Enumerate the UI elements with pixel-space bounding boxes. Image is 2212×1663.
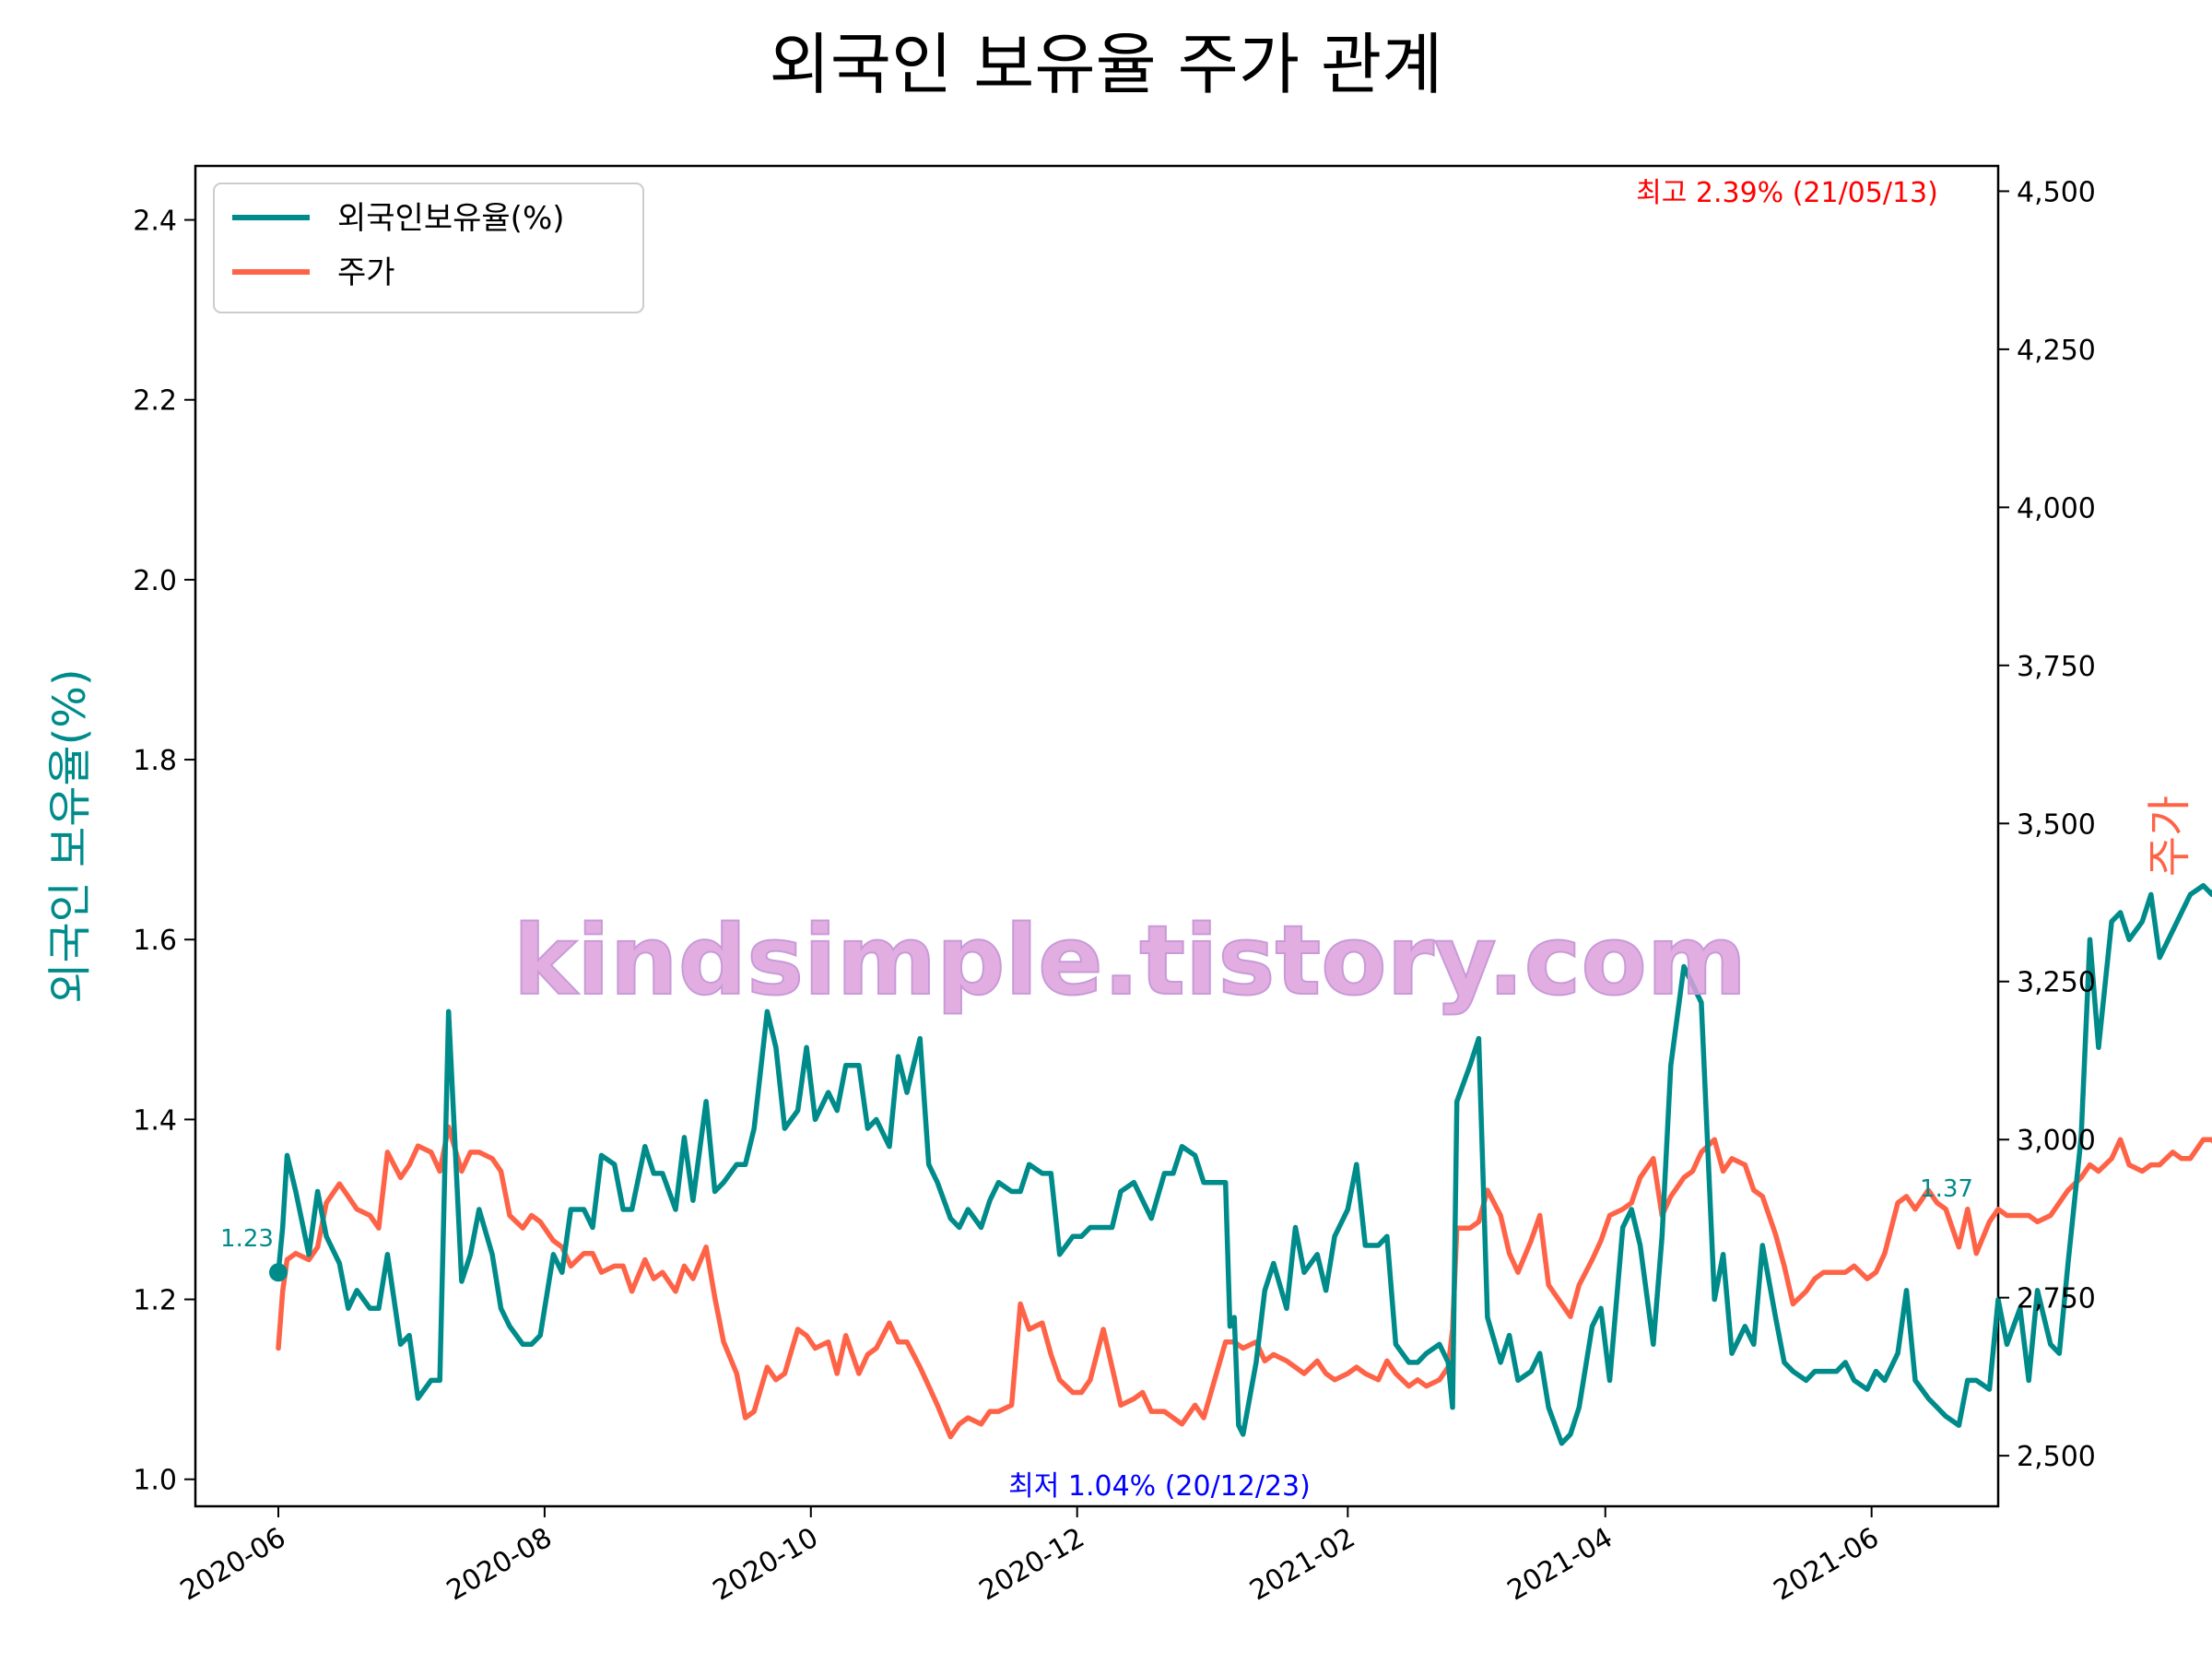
series-line-foreign-ratio xyxy=(276,882,2212,1446)
plot-area xyxy=(194,164,2212,1508)
plot-frame xyxy=(194,164,2000,1508)
right-y-tick-label: 4,250 xyxy=(2017,335,2096,367)
left-y-tick-label: 1.4 xyxy=(133,1104,177,1137)
marker-layer xyxy=(268,1263,288,1282)
right-y-tick-label: 3,250 xyxy=(2017,967,2096,999)
right-y-tick-label: 4,500 xyxy=(2017,176,2096,208)
legend-label-price: 주가 xyxy=(337,254,395,291)
left-y-tick-label: 1.6 xyxy=(133,925,177,957)
right-y-tick-label: 4,000 xyxy=(2017,492,2096,525)
start-point-marker xyxy=(268,1263,288,1282)
left-y-axis-label: 외국인 보유율(%) xyxy=(44,668,96,1003)
right-y-axis: 2,500 2,750 3,000 3,250 3,500 3,750 4,000 4,250… xyxy=(1998,176,2096,1473)
left-y-tick-label: 1.8 xyxy=(133,745,177,777)
left-y-tick-label: 2.2 xyxy=(133,385,177,418)
end-value-annotation: 1.37 xyxy=(1920,1175,1973,1203)
min-annotation: 최저 1.04% (20/12/23) xyxy=(1008,1470,1311,1503)
series-layer xyxy=(276,882,2212,1446)
chart-title: 외국인 보유율 주가 관계 xyxy=(769,26,1442,103)
left-y-tick-label: 2.0 xyxy=(133,565,177,597)
left-y-tick-label: 1.2 xyxy=(133,1285,177,1317)
left-y-axis: 1.0 1.2 1.4 1.6 1.8 2.0 2.2 2.4 xyxy=(133,206,195,1497)
right-y-tick-label: 3,500 xyxy=(2017,808,2096,841)
left-y-tick-label: 2.4 xyxy=(133,206,177,238)
right-y-tick-label: 2,750 xyxy=(2017,1283,2096,1315)
left-y-tick-label: 1.0 xyxy=(133,1465,177,1497)
legend-label-foreign-ratio: 외국인보유율(%) xyxy=(337,200,565,237)
max-annotation: 최고 2.39% (21/05/13) xyxy=(1636,177,1938,209)
right-y-tick-label: 2,500 xyxy=(2017,1441,2096,1473)
right-y-tick-label: 3,000 xyxy=(2017,1125,2096,1157)
right-y-tick-label: 3,750 xyxy=(2017,651,2096,683)
start-value-annotation: 1.23 xyxy=(220,1225,274,1253)
legend: 외국인보유율(%) 주가 xyxy=(213,183,644,313)
right-y-axis-label: 주가 xyxy=(2144,796,2195,877)
series-line-price xyxy=(276,1124,2212,1440)
legend-box xyxy=(213,183,644,313)
watermark: kindsimple.tistory.com xyxy=(513,904,1747,1017)
